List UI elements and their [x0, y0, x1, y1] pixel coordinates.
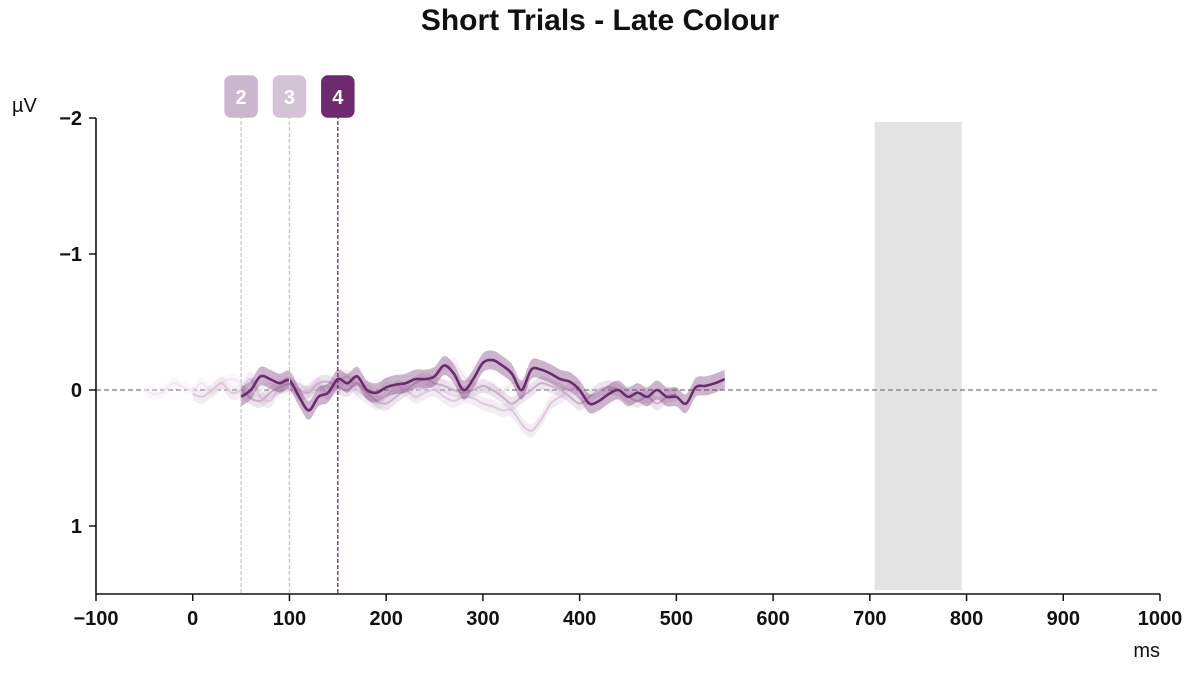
y-tick-label: −2: [59, 108, 82, 130]
marker-label: 2: [236, 87, 247, 109]
x-tick-label: 1000: [1138, 608, 1183, 630]
x-tick-label: 100: [273, 608, 306, 630]
x-tick-label: 900: [1047, 608, 1080, 630]
marker-badge: [321, 75, 355, 118]
marker-3: 3: [272, 75, 307, 594]
x-tick-label: 800: [950, 608, 983, 630]
y-axis-unit-label: µV: [12, 95, 38, 117]
marker-label: 4: [332, 87, 344, 109]
shaded-region: [874, 122, 962, 590]
x-tick-label: 600: [756, 608, 789, 630]
series-2-line: [192, 375, 580, 432]
x-axis-unit-label: ms: [1133, 640, 1160, 662]
series-1-line: [143, 361, 532, 398]
marker-2: 2: [224, 75, 258, 594]
marker-4: 4: [321, 75, 355, 594]
series-4: [240, 350, 726, 420]
series-4-error-band: [241, 350, 725, 420]
x-tick-label: 400: [563, 608, 596, 630]
y-tick-label: −1: [59, 244, 82, 266]
shaded-region-layer: [874, 122, 962, 590]
series-4-line: [240, 358, 726, 412]
chart-title: Short Trials - Late Colour: [421, 4, 780, 37]
marker-label: 3: [284, 87, 295, 109]
y-tick-label: 1: [71, 516, 82, 538]
x-tick-label: −100: [73, 608, 118, 630]
y-tick-label: 0: [71, 380, 82, 402]
x-tick-label: 700: [853, 608, 886, 630]
axes-layer: −100 0 100 200 300 400 500 600 700 800 900 1000 −2 −1…: [59, 108, 1182, 630]
x-tick-label: 200: [369, 608, 402, 630]
series-layer: [143, 350, 726, 438]
marker-layer: 2 3 4: [224, 75, 355, 594]
x-tick-label: 0: [187, 608, 198, 630]
marker-badge: [224, 75, 258, 118]
x-tick-label: 300: [466, 608, 499, 630]
x-tick-label: 500: [660, 608, 693, 630]
series-3-line: [240, 378, 677, 405]
marker-badge: [272, 75, 307, 118]
